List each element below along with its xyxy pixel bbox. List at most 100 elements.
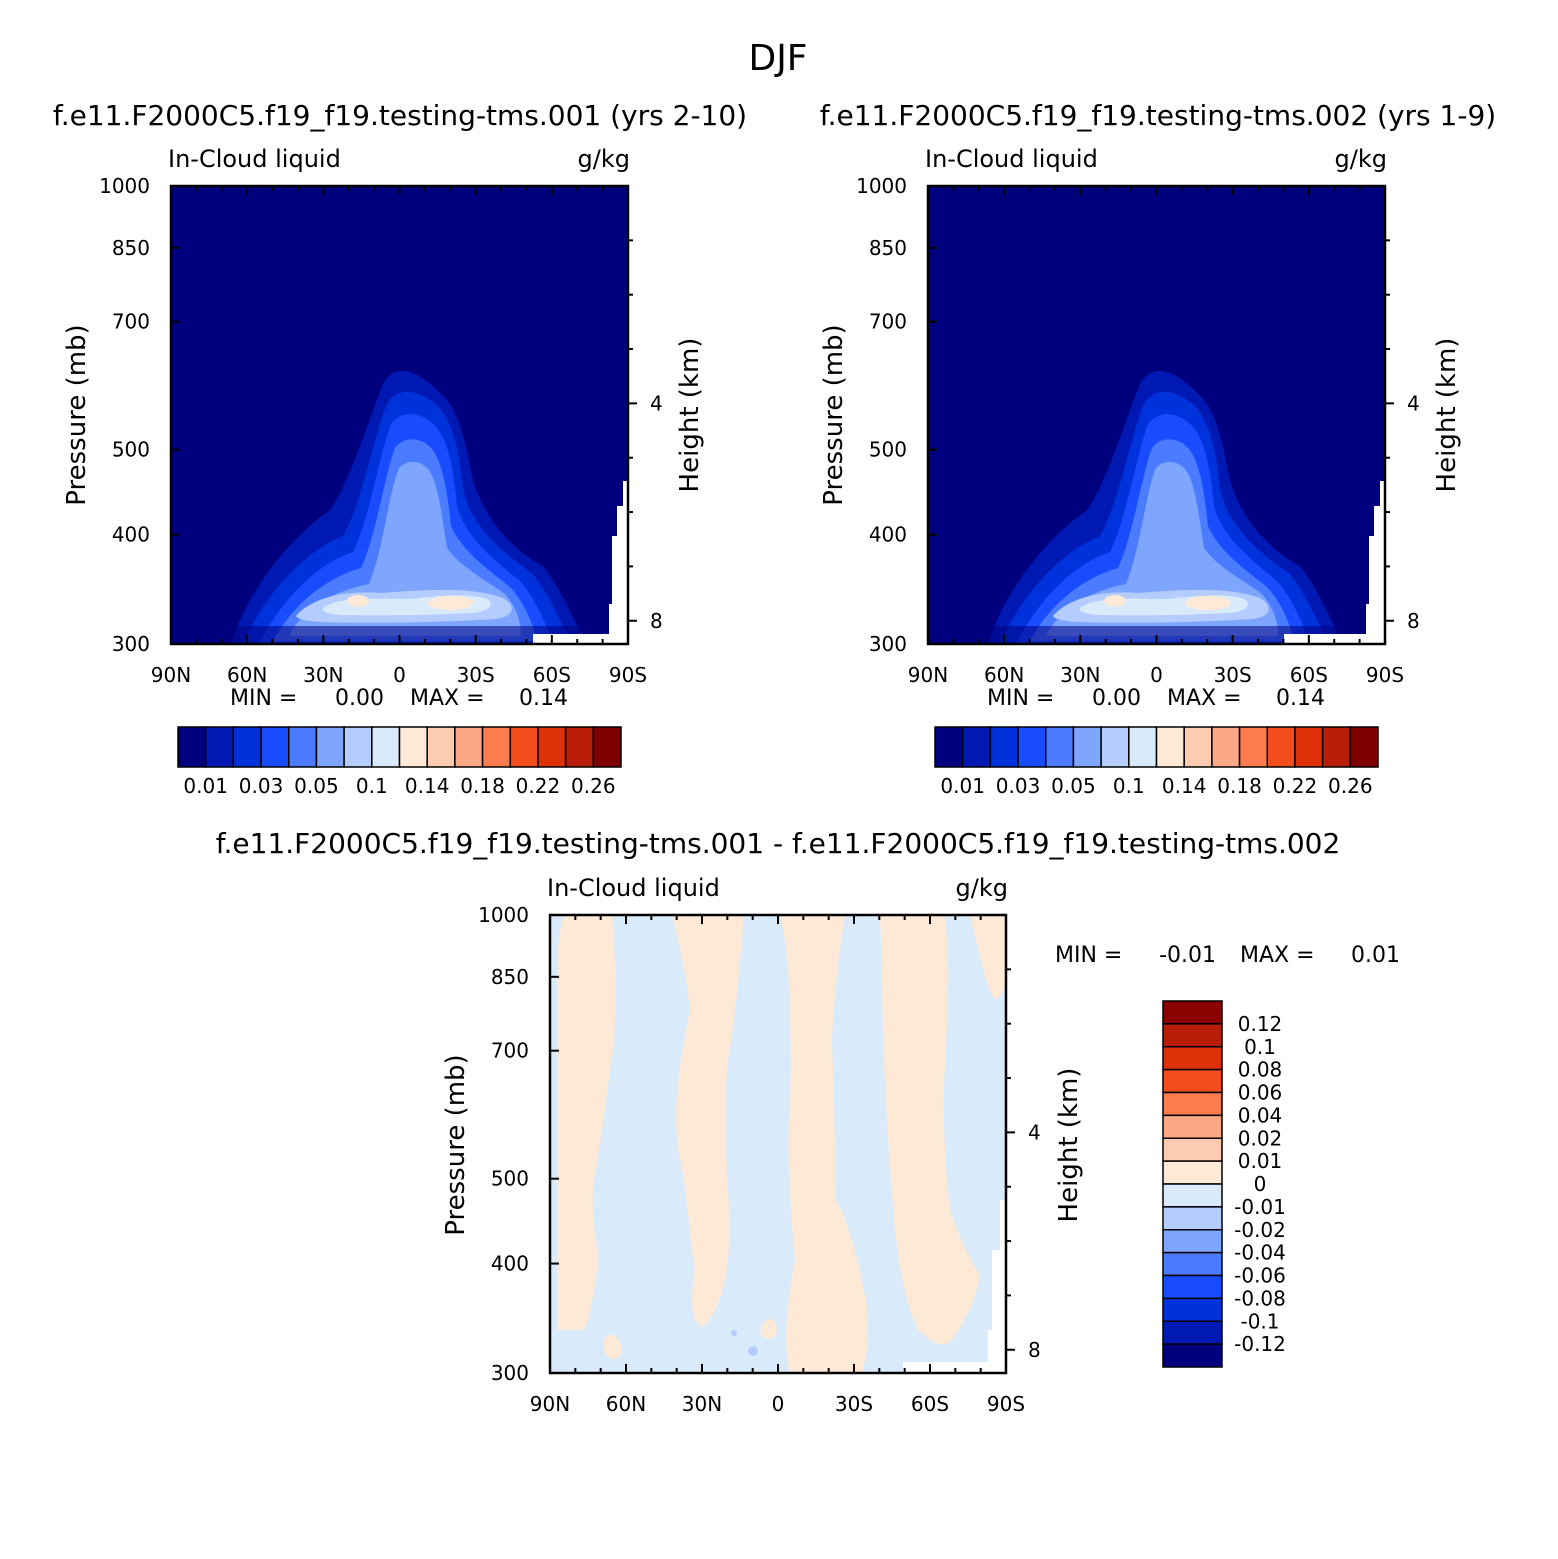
colorbar-swatch xyxy=(454,726,484,768)
colorbar-swatch xyxy=(592,726,622,768)
y-tick-label: 400 xyxy=(869,523,907,547)
max-value: 0.14 xyxy=(1276,686,1325,711)
units-label: g/kg xyxy=(578,145,630,173)
colorbar-label: -0.06 xyxy=(1234,1264,1286,1288)
colorbar-label: 0.14 xyxy=(1162,774,1207,798)
max-label: MAX = xyxy=(410,686,492,711)
colorbar-label: -0.04 xyxy=(1234,1241,1286,1265)
units-label: g/kg xyxy=(956,874,1008,902)
y2-axis-title: Height (km) xyxy=(1054,1068,1084,1223)
min-label: MIN = xyxy=(1055,943,1129,968)
colorbar-label: 0.12 xyxy=(1238,1012,1283,1036)
y-tick-label: 500 xyxy=(112,438,150,462)
y-tick-label: 300 xyxy=(491,1361,529,1385)
y-tick-label: 850 xyxy=(869,236,907,260)
y-tick-label: 1000 xyxy=(99,174,150,198)
colorbar-swatch xyxy=(1162,1320,1223,1345)
axes: 90N 60N 30N 0 30S 60S 90S 300 400 500 700 850 1000 8 4 xyxy=(99,174,663,687)
figure-title: DJF xyxy=(748,38,807,79)
x-tick-label: 30N xyxy=(682,1392,722,1416)
y-axis-title: Pressure (mb) xyxy=(441,1054,471,1235)
colorbar-swatch xyxy=(426,726,456,768)
x-tick-label: 90S xyxy=(987,1392,1025,1416)
y-axis-title: Pressure (mb) xyxy=(819,324,849,505)
colorbar-label: -0.02 xyxy=(1234,1218,1286,1242)
min-max-readout: MIN = 0.00 MAX = 0.14 xyxy=(987,686,1325,711)
y-tick-label: 700 xyxy=(869,310,907,334)
colorbar-swatch xyxy=(1162,1160,1223,1185)
colorbar-label: 0.1 xyxy=(356,774,388,798)
colorbar-swatch xyxy=(1162,1183,1223,1208)
colorbar-swatch xyxy=(1211,726,1241,768)
y-tick-label: 500 xyxy=(491,1167,529,1191)
colorbar-swatch xyxy=(1162,1023,1223,1048)
colorbar-swatch xyxy=(1162,1343,1223,1368)
max-label: MAX = xyxy=(1167,686,1249,711)
x-tick-label: 0 xyxy=(1150,663,1163,687)
x-tick-label: 90S xyxy=(609,663,647,687)
y-axis-title: Pressure (mb) xyxy=(62,324,92,505)
colorbar-label: 0.08 xyxy=(1238,1058,1283,1082)
y-tick-label: 400 xyxy=(112,523,150,547)
colorbar-label: -0.01 xyxy=(1234,1195,1286,1219)
colorbar-label: -0.12 xyxy=(1234,1332,1286,1356)
colorbar-swatch xyxy=(371,726,401,768)
panel-title: f.e11.F2000C5.f19_f19.testing-tms.001 (y… xyxy=(53,99,747,132)
max-value: 0.01 xyxy=(1351,943,1400,968)
colorbar-label: 0.22 xyxy=(516,774,561,798)
x-tick-label: 60S xyxy=(533,663,571,687)
x-tick-label: 60N xyxy=(984,663,1024,687)
x-tick-label: 0 xyxy=(393,663,406,687)
colorbar-label: 0.14 xyxy=(405,774,450,798)
y-tick-label: 1000 xyxy=(856,174,907,198)
colorbar-label: 0.03 xyxy=(239,774,284,798)
y2-tick-label: 8 xyxy=(1407,609,1420,633)
colorbar-swatch xyxy=(1162,1000,1223,1025)
variable-label: In-Cloud liquid xyxy=(547,874,720,902)
colorbar-swatch xyxy=(564,726,595,768)
x-tick-label: 30S xyxy=(457,663,495,687)
min-value: 0.00 xyxy=(335,686,384,711)
x-tick-label: 0 xyxy=(772,1392,785,1416)
panel-case2: f.e11.F2000C5.f19_f19.testing-tms.002 (y… xyxy=(819,99,1496,798)
x-tick-label: 30S xyxy=(835,1392,873,1416)
axes: 90N 60N 30N 0 30S 60S 90S 300 400 500 700 850 1000 8 4 xyxy=(478,903,1041,1416)
y2-tick-label: 4 xyxy=(1028,1120,1041,1144)
x-tick-label: 30S xyxy=(1214,663,1252,687)
colorbar-label: 0.03 xyxy=(996,774,1041,798)
colorbar-label: -0.08 xyxy=(1234,1286,1286,1310)
y2-tick-label: 8 xyxy=(1028,1338,1041,1362)
min-value: -0.01 xyxy=(1159,943,1216,968)
colorbar-label: 0.02 xyxy=(1238,1126,1283,1150)
x-tick-label: 30N xyxy=(1060,663,1100,687)
colorbar-swatch xyxy=(1072,726,1102,768)
x-tick-label: 60N xyxy=(227,663,267,687)
colorbar-swatch xyxy=(232,726,262,768)
colorbar-label: 0.06 xyxy=(1238,1081,1283,1105)
x-tick-label: 90N xyxy=(908,663,948,687)
colorbar-label: 0.26 xyxy=(571,774,616,798)
colorbar-swatch xyxy=(1128,726,1158,768)
colorbar-swatch xyxy=(1162,1114,1223,1139)
colorbar-label: 0 xyxy=(1254,1172,1267,1196)
colorbar: 0.01 0.03 0.05 0.1 0.14 0.18 0.22 0.26 xyxy=(177,726,622,798)
colorbar-swatch xyxy=(537,726,567,768)
max-value: 0.14 xyxy=(519,686,568,711)
colorbar-swatch xyxy=(1162,1137,1223,1162)
missing-data-region xyxy=(1284,481,1385,644)
y2-axis-title: Height (km) xyxy=(1432,338,1462,493)
contour-field xyxy=(171,186,628,644)
colorbar-swatch xyxy=(1238,726,1268,768)
missing-data-region xyxy=(533,481,628,644)
missing-data-region xyxy=(903,1200,1006,1373)
colorbar-swatch xyxy=(1155,726,1185,768)
y-tick-label: 700 xyxy=(112,310,150,334)
colorbar-swatch xyxy=(989,726,1019,768)
colorbar-swatch xyxy=(1162,1297,1223,1322)
y-tick-label: 300 xyxy=(869,632,907,656)
colorbar-swatch xyxy=(1017,726,1047,768)
max-label: MAX = xyxy=(1240,943,1322,968)
y-tick-label: 1000 xyxy=(478,903,529,927)
colorbar-swatch xyxy=(1349,726,1379,768)
colorbar-swatch xyxy=(398,726,428,768)
